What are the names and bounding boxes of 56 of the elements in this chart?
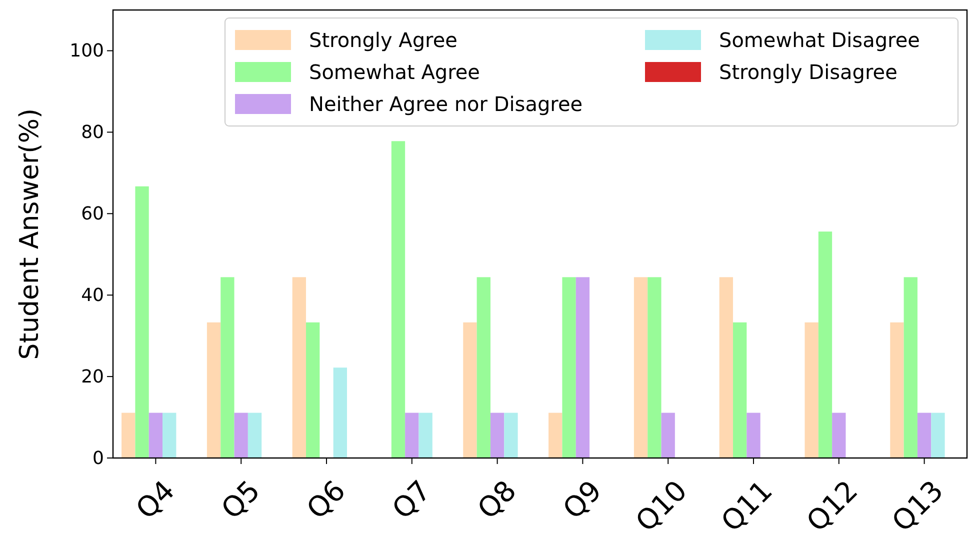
bar — [746, 412, 760, 458]
bar — [733, 322, 747, 458]
bar — [220, 277, 234, 458]
y-tick-label: 80 — [81, 122, 104, 143]
bar — [634, 277, 648, 458]
x-tick-label: Q6 — [300, 474, 352, 526]
bar — [804, 322, 818, 458]
x-tick-label: Q8 — [471, 474, 523, 526]
y-tick-label: 60 — [81, 203, 104, 224]
x-tick-label: Q11 — [714, 474, 779, 535]
y-tick-label: 0 — [92, 448, 104, 469]
bar — [333, 368, 347, 458]
bar — [476, 277, 490, 458]
bar — [122, 412, 136, 458]
bar — [917, 412, 932, 458]
bar — [148, 412, 163, 458]
bar — [418, 412, 432, 458]
bar — [562, 277, 576, 458]
bar — [234, 412, 248, 458]
y-tick-label: 40 — [81, 284, 104, 306]
bar — [661, 412, 675, 458]
x-tick-label: Q9 — [556, 474, 608, 526]
legend-label: Neither Agree nor Disagree — [309, 92, 583, 116]
bar — [548, 412, 562, 458]
x-tick-label: Q7 — [386, 474, 438, 526]
y-axis-title: Student Answer(%) — [15, 108, 45, 360]
bar — [490, 412, 504, 458]
bar — [306, 322, 320, 458]
x-tick-label: Q5 — [214, 474, 266, 526]
bar — [931, 412, 945, 458]
bar — [576, 277, 590, 458]
x-tick-label: Q12 — [800, 474, 864, 535]
x-tick-label: Q13 — [886, 474, 950, 535]
bar — [206, 322, 221, 458]
legend-label: Somewhat Agree — [309, 60, 480, 84]
bar — [504, 412, 518, 458]
legend-label: Strongly Disagree — [719, 60, 898, 84]
bar — [719, 277, 734, 458]
x-tick-label: Q10 — [629, 474, 694, 535]
bar — [648, 277, 662, 458]
legend-label: Strongly Agree — [309, 28, 458, 52]
bar — [904, 277, 918, 458]
bar — [391, 141, 406, 458]
bar — [162, 412, 176, 458]
y-tick-label: 100 — [70, 40, 104, 62]
bar — [248, 412, 262, 458]
bar — [818, 232, 832, 458]
legend-label: Somewhat Disagree — [719, 28, 920, 52]
bar — [832, 412, 846, 458]
bar — [292, 277, 306, 458]
x-tick-label: Q4 — [129, 474, 182, 526]
bar — [890, 322, 904, 458]
bar — [135, 186, 149, 458]
bar — [405, 412, 419, 458]
bar — [463, 322, 477, 458]
y-tick-label: 20 — [81, 366, 104, 388]
